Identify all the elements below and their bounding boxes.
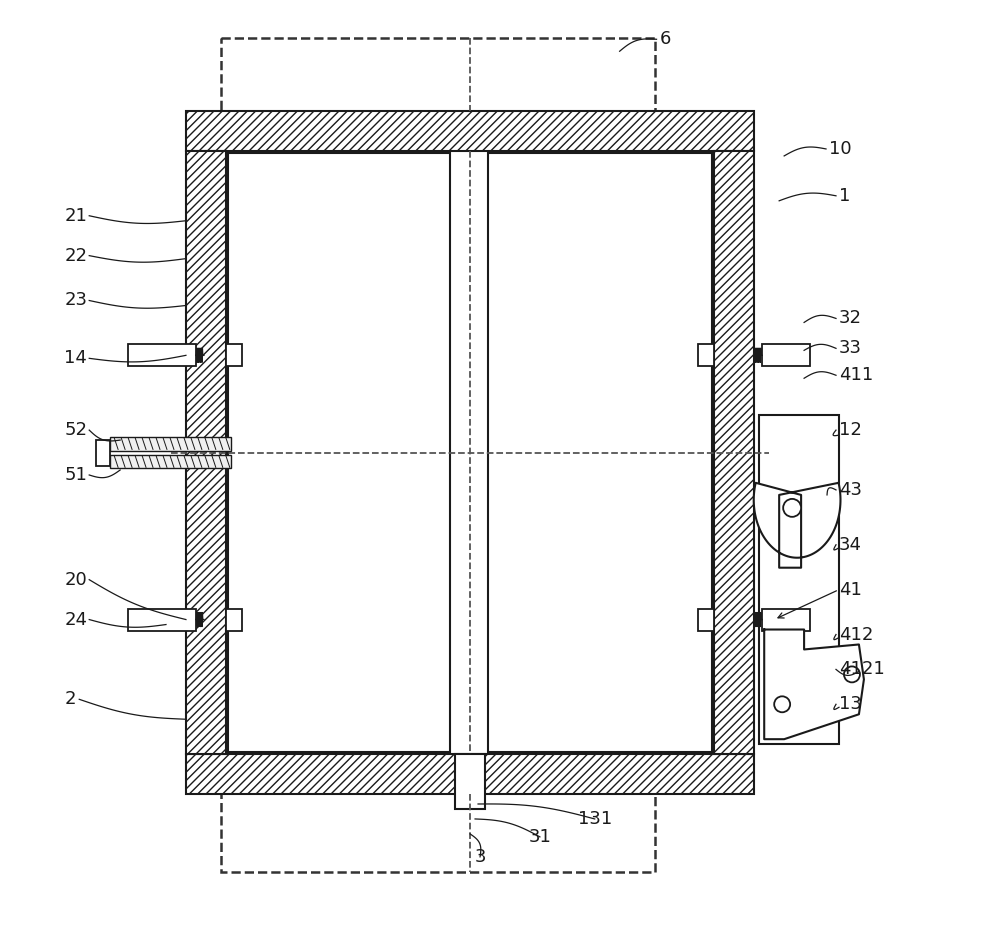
Text: 21: 21	[64, 207, 87, 224]
Text: 31: 31	[528, 827, 551, 846]
Bar	[488, 153, 712, 752]
Bar	[110, 454, 231, 468]
Text: 33: 33	[839, 339, 862, 357]
Bar	[228, 153, 450, 752]
Text: 131: 131	[578, 810, 612, 828]
Text: 411: 411	[839, 367, 873, 384]
Text: 3: 3	[474, 848, 486, 866]
Text: 22: 22	[64, 247, 87, 265]
Text: 2: 2	[64, 690, 76, 709]
Bar	[455, 755, 485, 809]
Text: 23: 23	[64, 292, 87, 309]
Text: 10: 10	[829, 140, 852, 158]
Bar	[186, 151, 226, 755]
Bar	[762, 609, 810, 630]
Circle shape	[844, 667, 860, 683]
Bar	[759, 415, 839, 744]
Bar	[186, 755, 754, 794]
Polygon shape	[764, 629, 864, 740]
Text: 6: 6	[660, 30, 671, 49]
Text: 12: 12	[839, 421, 862, 439]
Bar	[226, 344, 242, 367]
Bar	[698, 344, 714, 367]
Bar	[221, 38, 655, 871]
Text: 14: 14	[64, 350, 87, 367]
Text: 20: 20	[64, 570, 87, 589]
Text: 43: 43	[839, 481, 862, 499]
Text: 51: 51	[64, 466, 87, 484]
Bar	[186, 151, 226, 755]
Bar	[226, 151, 714, 755]
Text: 412: 412	[839, 626, 873, 643]
Text: 34: 34	[839, 536, 862, 554]
Bar	[714, 151, 754, 755]
Text: 41: 41	[839, 581, 862, 598]
Text: 4121: 4121	[839, 660, 885, 679]
Bar	[714, 151, 754, 755]
Bar	[186, 111, 754, 151]
Text: 52: 52	[64, 421, 87, 439]
Circle shape	[783, 499, 801, 517]
Bar	[128, 344, 196, 367]
Bar	[762, 344, 810, 367]
Bar	[186, 111, 754, 151]
Bar	[96, 439, 110, 466]
Bar	[110, 437, 231, 451]
Text: 13: 13	[839, 696, 862, 713]
Bar	[226, 609, 242, 630]
Bar	[128, 609, 196, 630]
Text: 1: 1	[839, 187, 850, 205]
Circle shape	[774, 697, 790, 712]
Bar	[186, 755, 754, 794]
Polygon shape	[754, 482, 840, 568]
Text: 32: 32	[839, 309, 862, 327]
Bar	[698, 609, 714, 630]
Text: 24: 24	[64, 611, 87, 628]
